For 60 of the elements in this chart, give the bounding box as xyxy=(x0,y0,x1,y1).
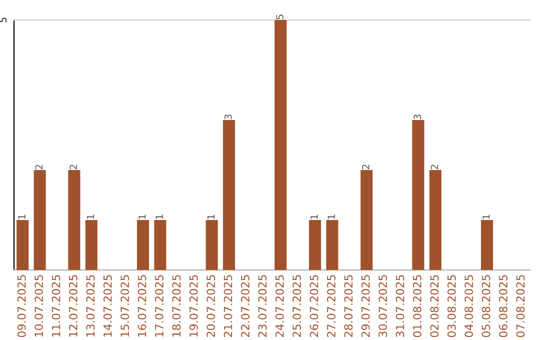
x-tick-label: 29.07.2025 xyxy=(361,275,370,337)
data-label: 1 xyxy=(18,214,26,219)
data-label: 1 xyxy=(156,214,163,219)
bar xyxy=(206,220,218,270)
bar xyxy=(308,220,322,270)
bar xyxy=(16,220,29,270)
x-tick-label: 01.08.2025 xyxy=(413,275,422,338)
data-label: 1 xyxy=(138,214,146,219)
bar xyxy=(154,220,166,270)
x-tick-label: 22.07.2025 xyxy=(241,275,250,337)
data-label: 1 xyxy=(86,214,94,219)
x-tick-label: 17.07.2025 xyxy=(155,275,164,337)
bar xyxy=(34,170,46,270)
bar xyxy=(480,220,494,270)
bar xyxy=(274,20,287,270)
bar xyxy=(222,120,236,270)
bar xyxy=(136,220,150,270)
x-tick-label: 13.07.2025 xyxy=(86,275,95,337)
data-label: 1 xyxy=(328,214,335,219)
bar xyxy=(85,220,98,270)
x-tick-label: 24.07.2025 xyxy=(275,275,284,337)
x-tick-label: 23.07.2025 xyxy=(258,275,267,337)
x-tick-label: 16.07.2025 xyxy=(138,275,146,337)
bar xyxy=(429,170,442,270)
x-tick-label: 11.07.2025 xyxy=(52,275,60,337)
bar xyxy=(68,170,80,270)
data-label: 2 xyxy=(70,164,77,170)
data-label: 2 xyxy=(362,164,370,170)
x-tick-label: 27.07.2025 xyxy=(327,275,336,337)
data-label: 3 xyxy=(414,114,422,120)
bar xyxy=(412,120,424,270)
x-tick-label: 20.07.2025 xyxy=(206,275,216,337)
x-tick-label: 14.07.2025 xyxy=(103,275,112,337)
x-tick-label: 09.07.2025 xyxy=(17,275,26,338)
data-label: 3 xyxy=(224,114,232,120)
x-tick-label: 30.07.2025 xyxy=(378,275,388,337)
x-tick-label: 19.07.2025 xyxy=(189,275,198,337)
data-label: 1 xyxy=(482,214,490,219)
x-tick-label: 02.08.2025 xyxy=(430,275,439,338)
x-tick-label: 31.07.2025 xyxy=(396,275,404,337)
x-tick-label: 10.07.2025 xyxy=(34,275,44,337)
x-tick-label: 25.07.2025 xyxy=(292,275,302,337)
data-label: 2 xyxy=(35,164,42,170)
x-tick-label: 05.08.2025 xyxy=(482,275,490,338)
data-label: 1 xyxy=(207,214,214,219)
x-tick-label: 04.08.2025 xyxy=(464,275,474,338)
x-tick-label: 12.07.2025 xyxy=(69,275,78,337)
bar xyxy=(326,220,338,270)
x-tick-label: 03.08.2025 xyxy=(447,275,456,338)
x-tick-label: 15.07.2025 xyxy=(120,275,130,337)
x-tick-label: 26.07.2025 xyxy=(310,275,318,337)
x-tick-label: 28.07.2025 xyxy=(344,275,353,337)
data-label: 2 xyxy=(430,164,438,170)
data-label: 5 xyxy=(276,14,284,20)
bar xyxy=(360,170,373,270)
x-tick-label: 18.07.2025 xyxy=(172,275,181,337)
x-tick-label: 07.08.2025 xyxy=(516,275,525,338)
data-label: 1 xyxy=(310,214,318,219)
x-tick-label: 21.07.2025 xyxy=(224,275,232,337)
x-tick-label: 06.08.2025 xyxy=(499,275,508,338)
